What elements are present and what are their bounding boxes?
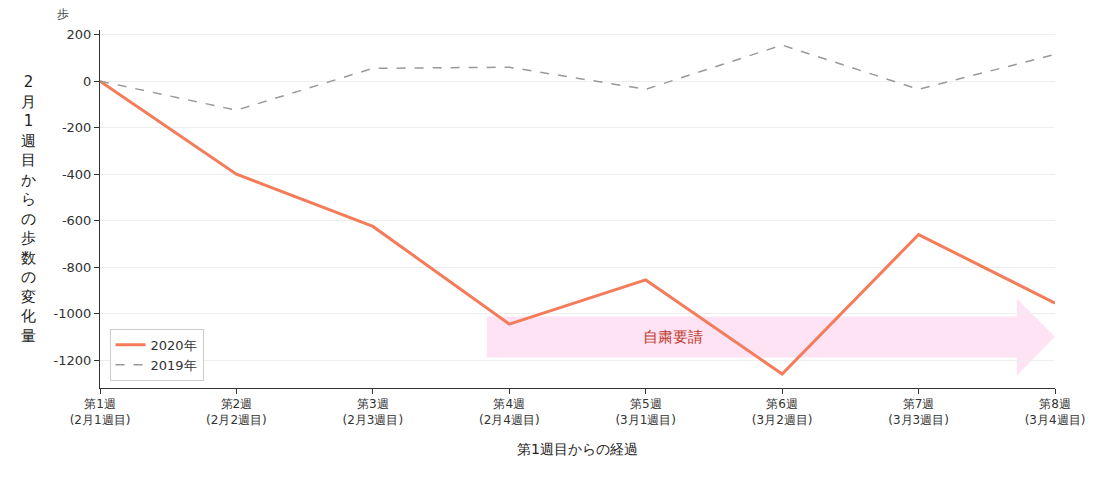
svg-text:-400: -400 [62,167,92,182]
svg-text:-200: -200 [62,120,92,135]
svg-text:第7週(3月3週目): 第7週(3月3週目) [888,397,949,427]
svg-text:200: 200 [67,27,92,42]
svg-text:2月1週目からの歩数の変化量: 2月1週目からの歩数の変化量 [21,73,36,345]
svg-text:歩: 歩 [57,7,69,21]
svg-text:2019年: 2019年 [151,358,197,373]
svg-text:-1200: -1200 [54,353,92,368]
svg-text:自粛要請: 自粛要請 [643,328,703,346]
svg-text:第4週(2月4週目): 第4週(2月4週目) [479,397,540,427]
svg-text:第2週(2月2週目): 第2週(2月2週目) [206,397,267,427]
svg-text:0: 0 [83,74,91,89]
svg-text:第5週(3月1週目): 第5週(3月1週目) [615,397,676,427]
svg-text:-1000: -1000 [54,306,92,321]
svg-text:第8週(3月4週目): 第8週(3月4週目) [1025,397,1086,427]
svg-text:第1週目からの経過: 第1週目からの経過 [517,441,638,457]
svg-text:第3週(2月3週目): 第3週(2月3週目) [343,397,404,427]
svg-text:-800: -800 [62,260,92,275]
svg-text:第6週(3月2週目): 第6週(3月2週目) [752,397,813,427]
svg-text:2020年: 2020年 [151,338,197,353]
svg-text:第1週(2月1週目): 第1週(2月1週目) [70,397,131,427]
svg-text:-600: -600 [62,213,92,228]
